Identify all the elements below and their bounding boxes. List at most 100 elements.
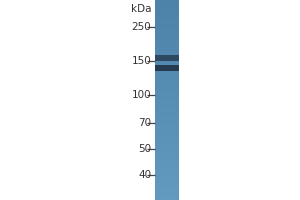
Bar bbox=[154, 68, 178, 69]
Bar bbox=[154, 80, 178, 81]
Bar bbox=[154, 80, 178, 81]
Bar bbox=[154, 73, 178, 74]
Bar bbox=[154, 146, 178, 147]
Bar bbox=[154, 48, 178, 49]
Bar bbox=[154, 131, 178, 132]
Bar bbox=[154, 129, 178, 130]
Bar bbox=[154, 130, 178, 131]
Bar bbox=[154, 132, 178, 133]
Bar bbox=[154, 196, 178, 197]
Bar bbox=[154, 46, 178, 47]
Bar bbox=[154, 143, 178, 144]
Bar bbox=[154, 59, 178, 60]
Bar bbox=[154, 161, 178, 162]
Bar bbox=[154, 180, 178, 181]
Bar bbox=[154, 126, 178, 127]
Bar bbox=[154, 87, 178, 88]
Bar bbox=[154, 27, 178, 28]
Bar bbox=[154, 151, 178, 152]
Bar bbox=[154, 181, 178, 182]
Bar bbox=[154, 84, 178, 85]
Bar bbox=[154, 20, 178, 21]
Bar bbox=[154, 179, 178, 180]
Bar bbox=[154, 157, 178, 158]
Bar bbox=[154, 154, 178, 155]
Bar bbox=[154, 194, 178, 195]
Bar bbox=[154, 156, 178, 157]
Bar bbox=[154, 133, 178, 134]
Bar bbox=[154, 147, 178, 148]
Bar bbox=[154, 119, 178, 120]
Bar bbox=[154, 79, 178, 80]
Bar bbox=[154, 88, 178, 89]
Bar bbox=[154, 24, 178, 25]
Bar bbox=[154, 98, 178, 99]
Bar bbox=[154, 172, 178, 173]
Bar bbox=[154, 174, 178, 175]
Bar bbox=[154, 35, 178, 36]
Bar bbox=[154, 71, 178, 72]
Bar bbox=[154, 97, 178, 98]
Bar bbox=[154, 94, 178, 95]
Bar bbox=[154, 125, 178, 126]
Bar bbox=[154, 168, 178, 169]
Bar bbox=[154, 152, 178, 153]
Bar bbox=[154, 64, 178, 65]
Bar bbox=[154, 128, 178, 129]
Bar bbox=[154, 132, 178, 133]
Bar bbox=[154, 18, 178, 19]
Bar bbox=[154, 115, 178, 116]
Bar bbox=[154, 184, 178, 185]
Bar bbox=[154, 23, 178, 24]
Bar bbox=[154, 52, 178, 53]
Bar bbox=[154, 56, 178, 57]
Bar bbox=[154, 170, 178, 171]
Bar bbox=[154, 152, 178, 153]
Bar bbox=[154, 104, 178, 105]
Bar bbox=[154, 187, 178, 188]
Bar bbox=[154, 124, 178, 125]
Bar bbox=[154, 185, 178, 186]
Bar bbox=[154, 164, 178, 165]
Bar bbox=[154, 192, 178, 193]
Bar bbox=[154, 48, 178, 49]
Bar bbox=[154, 134, 178, 135]
Bar bbox=[154, 13, 178, 14]
Bar bbox=[154, 191, 178, 192]
Bar bbox=[154, 116, 178, 117]
Bar bbox=[154, 65, 178, 66]
Bar bbox=[154, 76, 178, 77]
Bar bbox=[154, 126, 178, 127]
Bar bbox=[154, 98, 178, 99]
Bar bbox=[154, 100, 178, 101]
Bar bbox=[154, 134, 178, 135]
Bar bbox=[154, 197, 178, 198]
Bar bbox=[154, 178, 178, 179]
Bar bbox=[154, 127, 178, 128]
Bar bbox=[154, 68, 178, 69]
Bar bbox=[154, 47, 178, 48]
Bar bbox=[154, 170, 178, 171]
Bar bbox=[154, 96, 178, 97]
Bar bbox=[154, 192, 178, 193]
Bar bbox=[154, 120, 178, 121]
Bar bbox=[154, 137, 178, 138]
Bar bbox=[154, 95, 178, 96]
Bar bbox=[154, 41, 178, 42]
Bar bbox=[154, 110, 178, 111]
Bar bbox=[154, 72, 178, 73]
Bar bbox=[154, 103, 178, 104]
Bar bbox=[154, 146, 178, 147]
Bar bbox=[154, 66, 178, 67]
Bar bbox=[154, 138, 178, 139]
Bar bbox=[154, 78, 178, 79]
Bar bbox=[154, 99, 178, 100]
Bar bbox=[154, 160, 178, 161]
Bar bbox=[154, 36, 178, 37]
Bar bbox=[154, 43, 178, 44]
Bar bbox=[154, 139, 178, 140]
Bar bbox=[154, 88, 178, 89]
Bar bbox=[154, 153, 178, 154]
Bar bbox=[154, 46, 178, 47]
Bar bbox=[154, 105, 178, 106]
